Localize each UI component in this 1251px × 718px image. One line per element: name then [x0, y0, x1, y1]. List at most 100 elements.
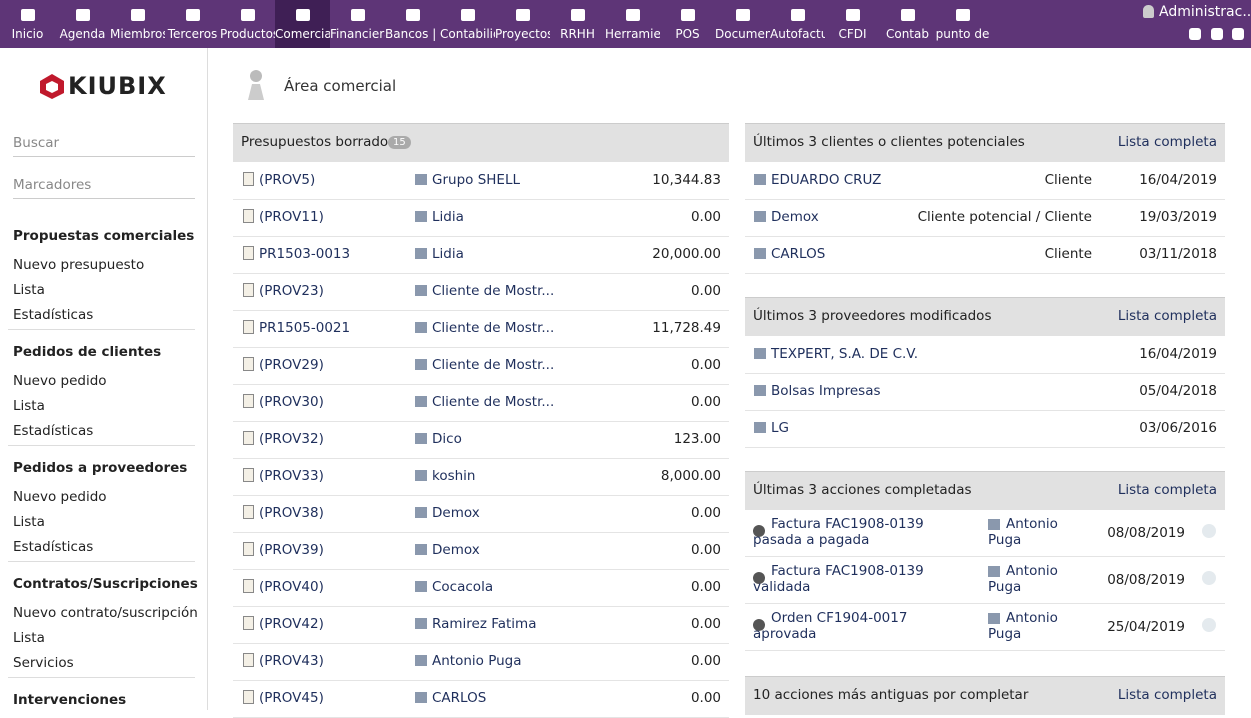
- menu-link[interactable]: Estadísticas: [13, 423, 93, 439]
- draft-ref[interactable]: (PROV5): [259, 172, 315, 188]
- nav-label[interactable]: Proyectos: [495, 27, 550, 41]
- tool-icon[interactable]: [1211, 28, 1223, 40]
- nav-label[interactable]: RRHH: [550, 27, 605, 41]
- nav-item[interactable]: Terceros: [165, 0, 220, 48]
- company[interactable]: Demox: [432, 542, 480, 558]
- draft-ref[interactable]: PR1505-0021: [259, 320, 350, 336]
- menu-link[interactable]: Servicios: [13, 655, 74, 671]
- draft-ref[interactable]: (PROV30): [259, 394, 324, 410]
- nav-item[interactable]: POS: [660, 0, 715, 48]
- nav-label[interactable]: Bancos | C: [385, 27, 440, 41]
- company[interactable]: CARLOS: [432, 690, 486, 706]
- nav-item[interactable]: RRHH: [550, 0, 605, 48]
- nav-item[interactable]: Agenda: [55, 0, 110, 48]
- client-name[interactable]: Demox: [771, 209, 819, 225]
- nav-item[interactable]: Documen: [715, 0, 770, 48]
- menu-link[interactable]: Lista: [13, 398, 45, 414]
- nav-label[interactable]: Comercia: [275, 27, 330, 41]
- nav-label[interactable]: CFDI: [825, 27, 880, 41]
- nav-item[interactable]: Inicio: [0, 0, 55, 48]
- company[interactable]: Antonio Puga: [432, 653, 522, 669]
- nav-label[interactable]: Productos: [220, 27, 275, 41]
- nav-label[interactable]: Autofactu: [770, 27, 825, 41]
- company[interactable]: Lidia: [432, 246, 464, 262]
- draft-ref[interactable]: (PROV32): [259, 431, 324, 447]
- user-name[interactable]: Administrac...: [1159, 4, 1251, 20]
- menu-link[interactable]: Estadísticas: [13, 539, 93, 555]
- nav-label[interactable]: Documen: [715, 27, 770, 41]
- company[interactable]: koshin: [432, 468, 476, 484]
- section-title[interactable]: Contratos/Suscripciones: [13, 576, 198, 592]
- bookmarks[interactable]: Marcadores: [13, 177, 195, 199]
- supplier-name[interactable]: LG: [771, 420, 789, 436]
- action-label[interactable]: Orden CF1904-0017 aprovada: [753, 610, 973, 642]
- draft-ref[interactable]: (PROV38): [259, 505, 324, 521]
- nav-label[interactable]: punto de: [935, 27, 990, 41]
- full-list-link[interactable]: Lista completa: [1118, 308, 1217, 324]
- menu-link[interactable]: Lista: [13, 630, 45, 646]
- nav-item[interactable]: CFDI: [825, 0, 880, 48]
- nav-item[interactable]: Contabilid: [440, 0, 495, 48]
- draft-ref[interactable]: (PROV40): [259, 579, 324, 595]
- draft-ref[interactable]: (PROV29): [259, 357, 324, 373]
- nav-item[interactable]: Comercia: [275, 0, 330, 48]
- supplier-name[interactable]: Bolsas Impresas: [771, 383, 881, 399]
- company[interactable]: Cocacola: [432, 579, 493, 595]
- client-name[interactable]: EDUARDO CRUZ: [771, 172, 881, 188]
- draft-ref[interactable]: (PROV42): [259, 616, 324, 632]
- nav-item[interactable]: Productos: [220, 0, 275, 48]
- draft-ref[interactable]: (PROV43): [259, 653, 324, 669]
- nav-item[interactable]: Contab: [880, 0, 935, 48]
- nav-label[interactable]: Miembros: [110, 27, 165, 41]
- nav-label[interactable]: Terceros: [165, 27, 220, 41]
- menu-link[interactable]: Estadísticas: [13, 307, 93, 323]
- menu-link[interactable]: Lista: [13, 514, 45, 530]
- nav-label[interactable]: Contabilid: [440, 27, 495, 41]
- section-title[interactable]: Propuestas comerciales: [13, 228, 194, 244]
- supplier-name[interactable]: TEXPERT, S.A. DE C.V.: [771, 346, 918, 362]
- contact[interactable]: Antonio Puga: [988, 516, 1058, 548]
- company[interactable]: Dico: [432, 431, 462, 447]
- full-list-link[interactable]: Lista completa: [1118, 482, 1217, 498]
- nav-item[interactable]: Herramien: [605, 0, 660, 48]
- action-label[interactable]: Factura FAC1908-0139 validada: [753, 563, 973, 595]
- nav-label[interactable]: Herramien: [605, 27, 660, 41]
- company[interactable]: Cliente de Mostr...: [432, 320, 554, 336]
- company[interactable]: Grupo SHELL: [432, 172, 520, 188]
- full-list-link[interactable]: Lista completa: [1118, 134, 1217, 150]
- draft-ref[interactable]: (PROV45): [259, 690, 324, 706]
- nav-item[interactable]: Financiera: [330, 0, 385, 48]
- full-list-link[interactable]: Lista completa: [1118, 687, 1217, 703]
- company[interactable]: Demox: [432, 505, 480, 521]
- draft-ref[interactable]: (PROV11): [259, 209, 324, 225]
- nav-item[interactable]: Miembros: [110, 0, 165, 48]
- nav-item[interactable]: Bancos | C: [385, 0, 440, 48]
- nav-label[interactable]: Inicio: [0, 27, 55, 41]
- company[interactable]: Cliente de Mostr...: [432, 283, 554, 299]
- menu-link[interactable]: Nuevo pedido: [13, 373, 107, 389]
- contact[interactable]: Antonio Puga: [988, 563, 1058, 595]
- tool-icon[interactable]: [1189, 28, 1201, 40]
- draft-ref[interactable]: PR1503-0013: [259, 246, 350, 262]
- nav-item[interactable]: Autofactu: [770, 0, 825, 48]
- company[interactable]: Cliente de Mostr...: [432, 357, 554, 373]
- menu-link[interactable]: Nuevo pedido: [13, 489, 107, 505]
- contact[interactable]: Antonio Puga: [988, 610, 1058, 642]
- section-title[interactable]: Pedidos de clientes: [13, 344, 161, 360]
- menu-link[interactable]: Nuevo contrato/suscripción: [13, 605, 198, 621]
- company[interactable]: Cliente de Mostr...: [432, 394, 554, 410]
- client-name[interactable]: CARLOS: [771, 246, 825, 262]
- menu-link[interactable]: Nuevo presupuesto: [13, 257, 144, 273]
- draft-ref[interactable]: (PROV39): [259, 542, 324, 558]
- menu-link[interactable]: Lista: [13, 282, 45, 298]
- draft-ref[interactable]: (PROV23): [259, 283, 324, 299]
- company[interactable]: Ramirez Fatima: [432, 616, 536, 632]
- nav-label[interactable]: POS: [660, 27, 715, 41]
- nav-item[interactable]: punto de: [935, 0, 990, 48]
- nav-label[interactable]: Contab: [880, 27, 935, 41]
- nav-label[interactable]: Financiera: [330, 27, 385, 41]
- search[interactable]: Buscar: [13, 135, 195, 157]
- draft-ref[interactable]: (PROV33): [259, 468, 324, 484]
- section-title[interactable]: Pedidos a proveedores: [13, 460, 187, 476]
- company[interactable]: Lidia: [432, 209, 464, 225]
